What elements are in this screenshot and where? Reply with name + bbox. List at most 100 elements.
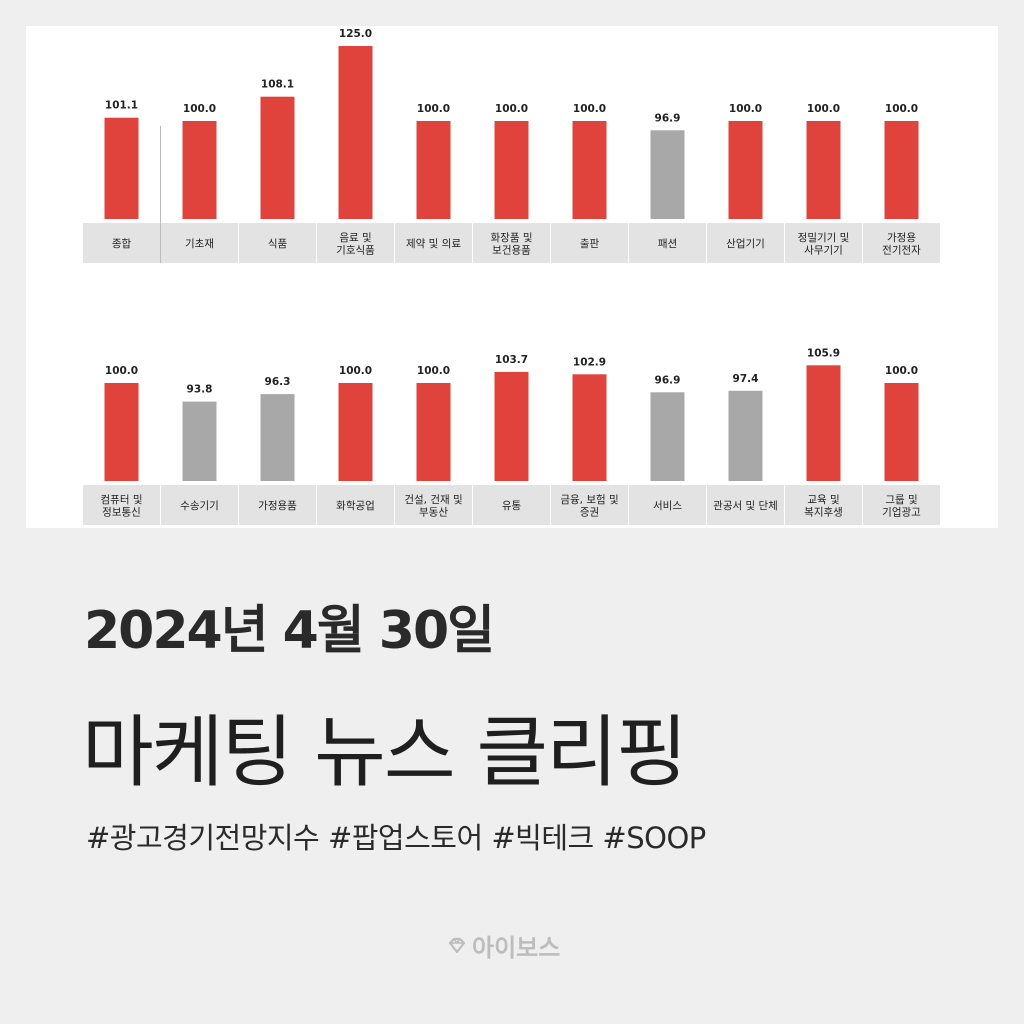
category-label-line: 음료 및 [339,232,371,244]
data-label: 97.4 [733,373,759,385]
data-label: 96.3 [265,376,291,388]
category-label-line: 정보통신 [102,506,141,518]
data-label: 102.9 [573,356,606,368]
category-label-line: 컴퓨터 및 [101,494,143,506]
data-label: 100.0 [417,365,450,377]
category-label-line: 화학공업 [336,499,375,512]
data-label: 100.0 [339,365,372,377]
category-label: 산업기기 [726,237,765,250]
category-label-line: 화장품 및 [491,232,533,244]
category-label: 수송기기 [180,500,219,512]
category-label-box [239,223,316,263]
category-label: 관공서 및 단체 [713,500,778,512]
category-label: 음료 및 기호식품 [336,232,375,257]
category-label-line: 보건용품 [492,244,531,256]
category-label-box [317,485,394,525]
category-label-box [83,485,160,525]
brand-logo: 아이보스 [446,928,560,963]
bar [572,374,607,481]
bar [572,121,607,219]
category-label-box [239,485,316,525]
category-label-line: 관공서 및 단체 [713,500,778,512]
category-label-line: 복지후생 [804,506,843,518]
category-label-box [707,223,784,263]
bar [416,383,451,481]
category-label-box [395,485,472,525]
category-label-line: 산업기기 [726,237,765,250]
bar [650,130,685,219]
bar [494,121,529,219]
category-label-box [473,485,550,525]
category-label-box [863,223,940,263]
category-label-line: 제약 및 의료 [406,238,461,250]
category-label-line: 수송기기 [180,500,219,512]
bar [806,121,841,219]
category-label: 화학공업 [336,499,375,512]
chart-row-1: 101.1 종합 100.0 기초재 108.1 식품 125.0 음료 및 기호식품 100.0… [83,28,940,263]
category-label-box [785,223,862,263]
category-label-box [785,485,862,525]
bar [728,390,763,481]
chart-card: 101.1 종합 100.0 기초재 108.1 식품 125.0 음료 및 기호식품 100.0… [26,26,998,528]
category-label: 정밀기기 및 사무기기 [798,232,850,257]
diamond-logo-icon [448,937,466,953]
bar [338,46,373,219]
page-title: 마케팅 뉴스 클리핑 [82,708,688,798]
data-label: 100.0 [729,103,762,115]
data-label: 93.8 [187,384,213,396]
category-label: 컴퓨터 및 정보통신 [101,494,143,519]
data-label: 100.0 [105,365,138,377]
brand-name: 아이보스 [472,934,561,962]
category-label-line: 사무기기 [804,244,843,256]
category-label-line: 가정용 [887,232,916,244]
category-label-box [551,485,628,525]
category-label-line: 금융, 보험 및 [560,494,618,506]
hashtags: #광고경기전망지수 #팝업스토어 #빅테크 #SOOP [86,821,706,855]
data-label: 100.0 [417,103,450,115]
data-label: 108.1 [261,79,294,91]
category-label-line: 그룹 및 [885,494,917,506]
category-label: 출판 [580,238,600,250]
category-label: 제약 및 의료 [406,238,461,250]
category-label-line: 전기전자 [882,244,921,256]
category-label-box [395,223,472,263]
category-label-box [161,485,238,525]
ad-index-chart: 101.1 종합 100.0 기초재 108.1 식품 125.0 음료 및 기호식품 100.0… [83,28,940,525]
category-label: 패션 [658,238,677,250]
category-label-box [317,223,394,263]
category-label: 건설, 건재 및 부동산 [404,494,462,519]
data-label: 103.7 [495,354,528,366]
data-label: 96.9 [655,112,681,124]
category-label: 서비스 [653,500,682,512]
category-label: 가정용품 [258,500,297,512]
bar [260,394,295,481]
category-label-line: 패션 [658,238,677,250]
bar [416,121,451,219]
date-title: 2024년 4월 30일 [84,601,495,661]
category-label-box [473,223,550,263]
data-label: 96.9 [655,374,681,386]
category-label-line: 기업광고 [882,505,921,518]
category-label-box [707,485,784,525]
category-label: 유통 [502,500,522,512]
bar [650,392,685,481]
bar [884,383,919,481]
data-label: 100.0 [573,103,606,115]
category-label-line: 출판 [580,238,600,250]
category-label: 화장품 및 보건용품 [491,232,533,257]
bar [494,371,529,481]
data-label: 100.0 [885,103,918,115]
category-label-box [629,485,706,525]
category-label-line: 서비스 [653,500,682,512]
category-label: 종합 [112,238,132,250]
data-label: 100.0 [495,103,528,115]
data-label: 105.9 [807,347,840,359]
category-label-line: 정밀기기 및 [798,232,850,244]
bar [182,401,217,481]
category-label-line: 종합 [112,238,132,250]
chart-row-2: 100.0 컴퓨터 및 정보통신 93.8 수송기기 96.3 가정용품 100.0 화학공업 1… [83,347,940,525]
bar [104,383,139,481]
category-label-box [161,223,238,263]
data-label: 100.0 [183,103,216,115]
category-label-line: 교육 및 [807,494,839,506]
